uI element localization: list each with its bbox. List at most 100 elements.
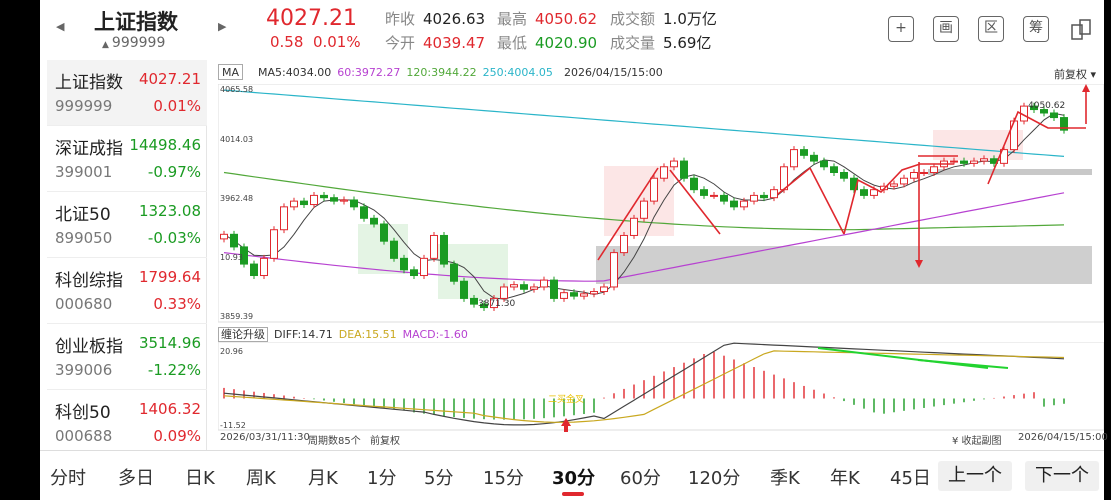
tab-period[interactable]: 多日 (118, 468, 154, 489)
tab-period[interactable]: 45日 (890, 468, 931, 489)
change-percent: 0.01% (312, 33, 361, 51)
tab-period[interactable]: 30分 (552, 468, 596, 489)
candle-body (1050, 112, 1058, 119)
sidebar-item-code: 999999 (55, 97, 113, 115)
dea-line (223, 350, 1065, 423)
switch-layout-icon[interactable] (1068, 16, 1094, 42)
candle-body (790, 149, 798, 168)
prev-button[interactable]: 上一个 (938, 461, 1012, 491)
candle-body (440, 234, 448, 265)
sidebar-item[interactable]: 上证指数 999999 4027.21 0.01% (47, 60, 207, 126)
candle-body (400, 257, 408, 271)
candle-body (520, 284, 528, 290)
candle-body (610, 252, 618, 288)
candle-body (460, 280, 468, 299)
app-root: ◀ 上证指数 ▲ 999999 ▶ 4027.21 0.58 0.01% 昨收 40… (40, 0, 1108, 500)
candle-body (760, 194, 768, 199)
candle-body (540, 279, 548, 288)
tab-period[interactable]: 日K (185, 468, 215, 489)
candle-body (920, 172, 928, 175)
sidebar-item-name: 创业板指 (55, 337, 123, 357)
candle-body (310, 194, 318, 206)
add-watchlist-icon[interactable]: + (888, 16, 914, 42)
sidebar-item[interactable]: 科创50 000688 1406.32 0.09% (47, 390, 207, 456)
adjust-mode-button[interactable]: 前复权 ▾ (1053, 68, 1096, 81)
sidebar-item[interactable]: 北证50 899050 1323.08 -0.03% (47, 192, 207, 258)
tab-period[interactable]: 60分 (620, 468, 661, 489)
y-label-4014: 4014.03 (220, 135, 253, 144)
chip-distribution-icon[interactable]: 筹 (1023, 16, 1049, 42)
sidebar-item[interactable]: 深证成指 399001 14498.46 -0.97% (47, 126, 207, 192)
candle-body (420, 257, 428, 277)
sidebar-item-name: 深证成指 (55, 139, 123, 159)
tab-period[interactable]: 季K (770, 468, 800, 489)
candle-body (320, 194, 328, 199)
candle-body (490, 297, 498, 309)
macd-y-bottom: -11.52 (220, 421, 246, 430)
candle-body (700, 189, 708, 196)
candle-body (890, 183, 898, 187)
tab-period[interactable]: 120分 (688, 468, 741, 489)
candle-body (1060, 117, 1068, 131)
candle-body (910, 172, 918, 179)
quote-header: ◀ 上证指数 ▲ 999999 ▶ 4027.21 0.58 0.01% 昨收 40… (40, 0, 1104, 60)
candle-body (570, 292, 578, 297)
macd-label: MACD:-1.60 (402, 328, 468, 341)
start-date: 2026/03/31/11:30 (220, 432, 310, 443)
candle-body (1040, 109, 1048, 114)
tab-period[interactable]: 分时 (50, 468, 86, 489)
candle-body (240, 246, 248, 265)
sidebar-item-pct: -0.97% (147, 163, 201, 181)
candle-body (590, 291, 598, 295)
active-tab-underline (562, 492, 584, 496)
draw-line-icon[interactable]: 画 (933, 16, 959, 42)
candle-body (330, 197, 338, 202)
sidebar-item-price: 1799.64 (138, 268, 201, 286)
sidebar-item[interactable]: 科创综指 000680 1799.64 0.33% (47, 258, 207, 324)
candle-body (260, 257, 268, 277)
macd-y-top: 20.96 (220, 347, 243, 356)
candle-body (350, 199, 358, 208)
index-name: 上证指数 (94, 10, 178, 34)
volume-stat: 成交量 5.69亿 (610, 32, 711, 53)
diff-line (223, 342, 1065, 426)
tab-period[interactable]: 5分 (424, 468, 454, 489)
next-stock-arrow[interactable]: ▶ (218, 20, 227, 33)
sidebar-item-code: 000680 (55, 295, 113, 313)
end-date: 2026/04/15/15:00 (1018, 432, 1108, 443)
next-button[interactable]: 下一个 (1025, 461, 1099, 491)
resistance-band (928, 169, 1092, 175)
sidebar-item-pct: -0.03% (147, 229, 201, 247)
sidebar-item-code: 000688 (55, 427, 113, 445)
low-mark-label: 3871.30 (478, 299, 515, 309)
macd-indicator-button[interactable]: 缠论升级 (218, 327, 268, 342)
tab-period[interactable]: 年K (830, 468, 860, 489)
change-value: 0.58 (270, 33, 304, 51)
ma-indicator-button[interactable]: MA (218, 64, 244, 80)
amount-label: 成交额 (610, 10, 656, 28)
candle-body (550, 279, 558, 299)
candle-body (250, 263, 258, 277)
tab-period[interactable]: 月K (308, 468, 338, 489)
tab-period[interactable]: 周K (246, 468, 276, 489)
kline-svg[interactable]: 4065.58 4014.03 3962.48 3859.39 10.93 40… (218, 84, 1104, 344)
current-price: 4027.21 (266, 6, 357, 31)
low-label: 最低 (497, 34, 528, 52)
macd-svg[interactable]: 20.96 -11.52 二买金叉 (218, 342, 1104, 432)
macd-content (223, 342, 1065, 426)
zone-stats-icon[interactable]: 区 (978, 16, 1004, 42)
candle-body (830, 166, 838, 174)
left-edge (0, 0, 40, 500)
candle-body (280, 206, 288, 231)
fq-info: 前复权 (370, 436, 400, 447)
collapse-subchart-button[interactable]: ¥ 收起副图 (952, 436, 1002, 447)
tab-period[interactable]: 1分 (367, 468, 397, 489)
candle-body (950, 160, 958, 163)
candle-body (270, 229, 278, 259)
candle-body (470, 297, 478, 305)
tab-period[interactable]: 15分 (483, 468, 524, 489)
prev-stock-arrow[interactable]: ◀ (56, 20, 65, 33)
sidebar-item[interactable]: 创业板指 399006 3514.96 -1.22% (47, 324, 207, 390)
trend-arrow (777, 167, 811, 195)
candle-body (1010, 120, 1018, 151)
